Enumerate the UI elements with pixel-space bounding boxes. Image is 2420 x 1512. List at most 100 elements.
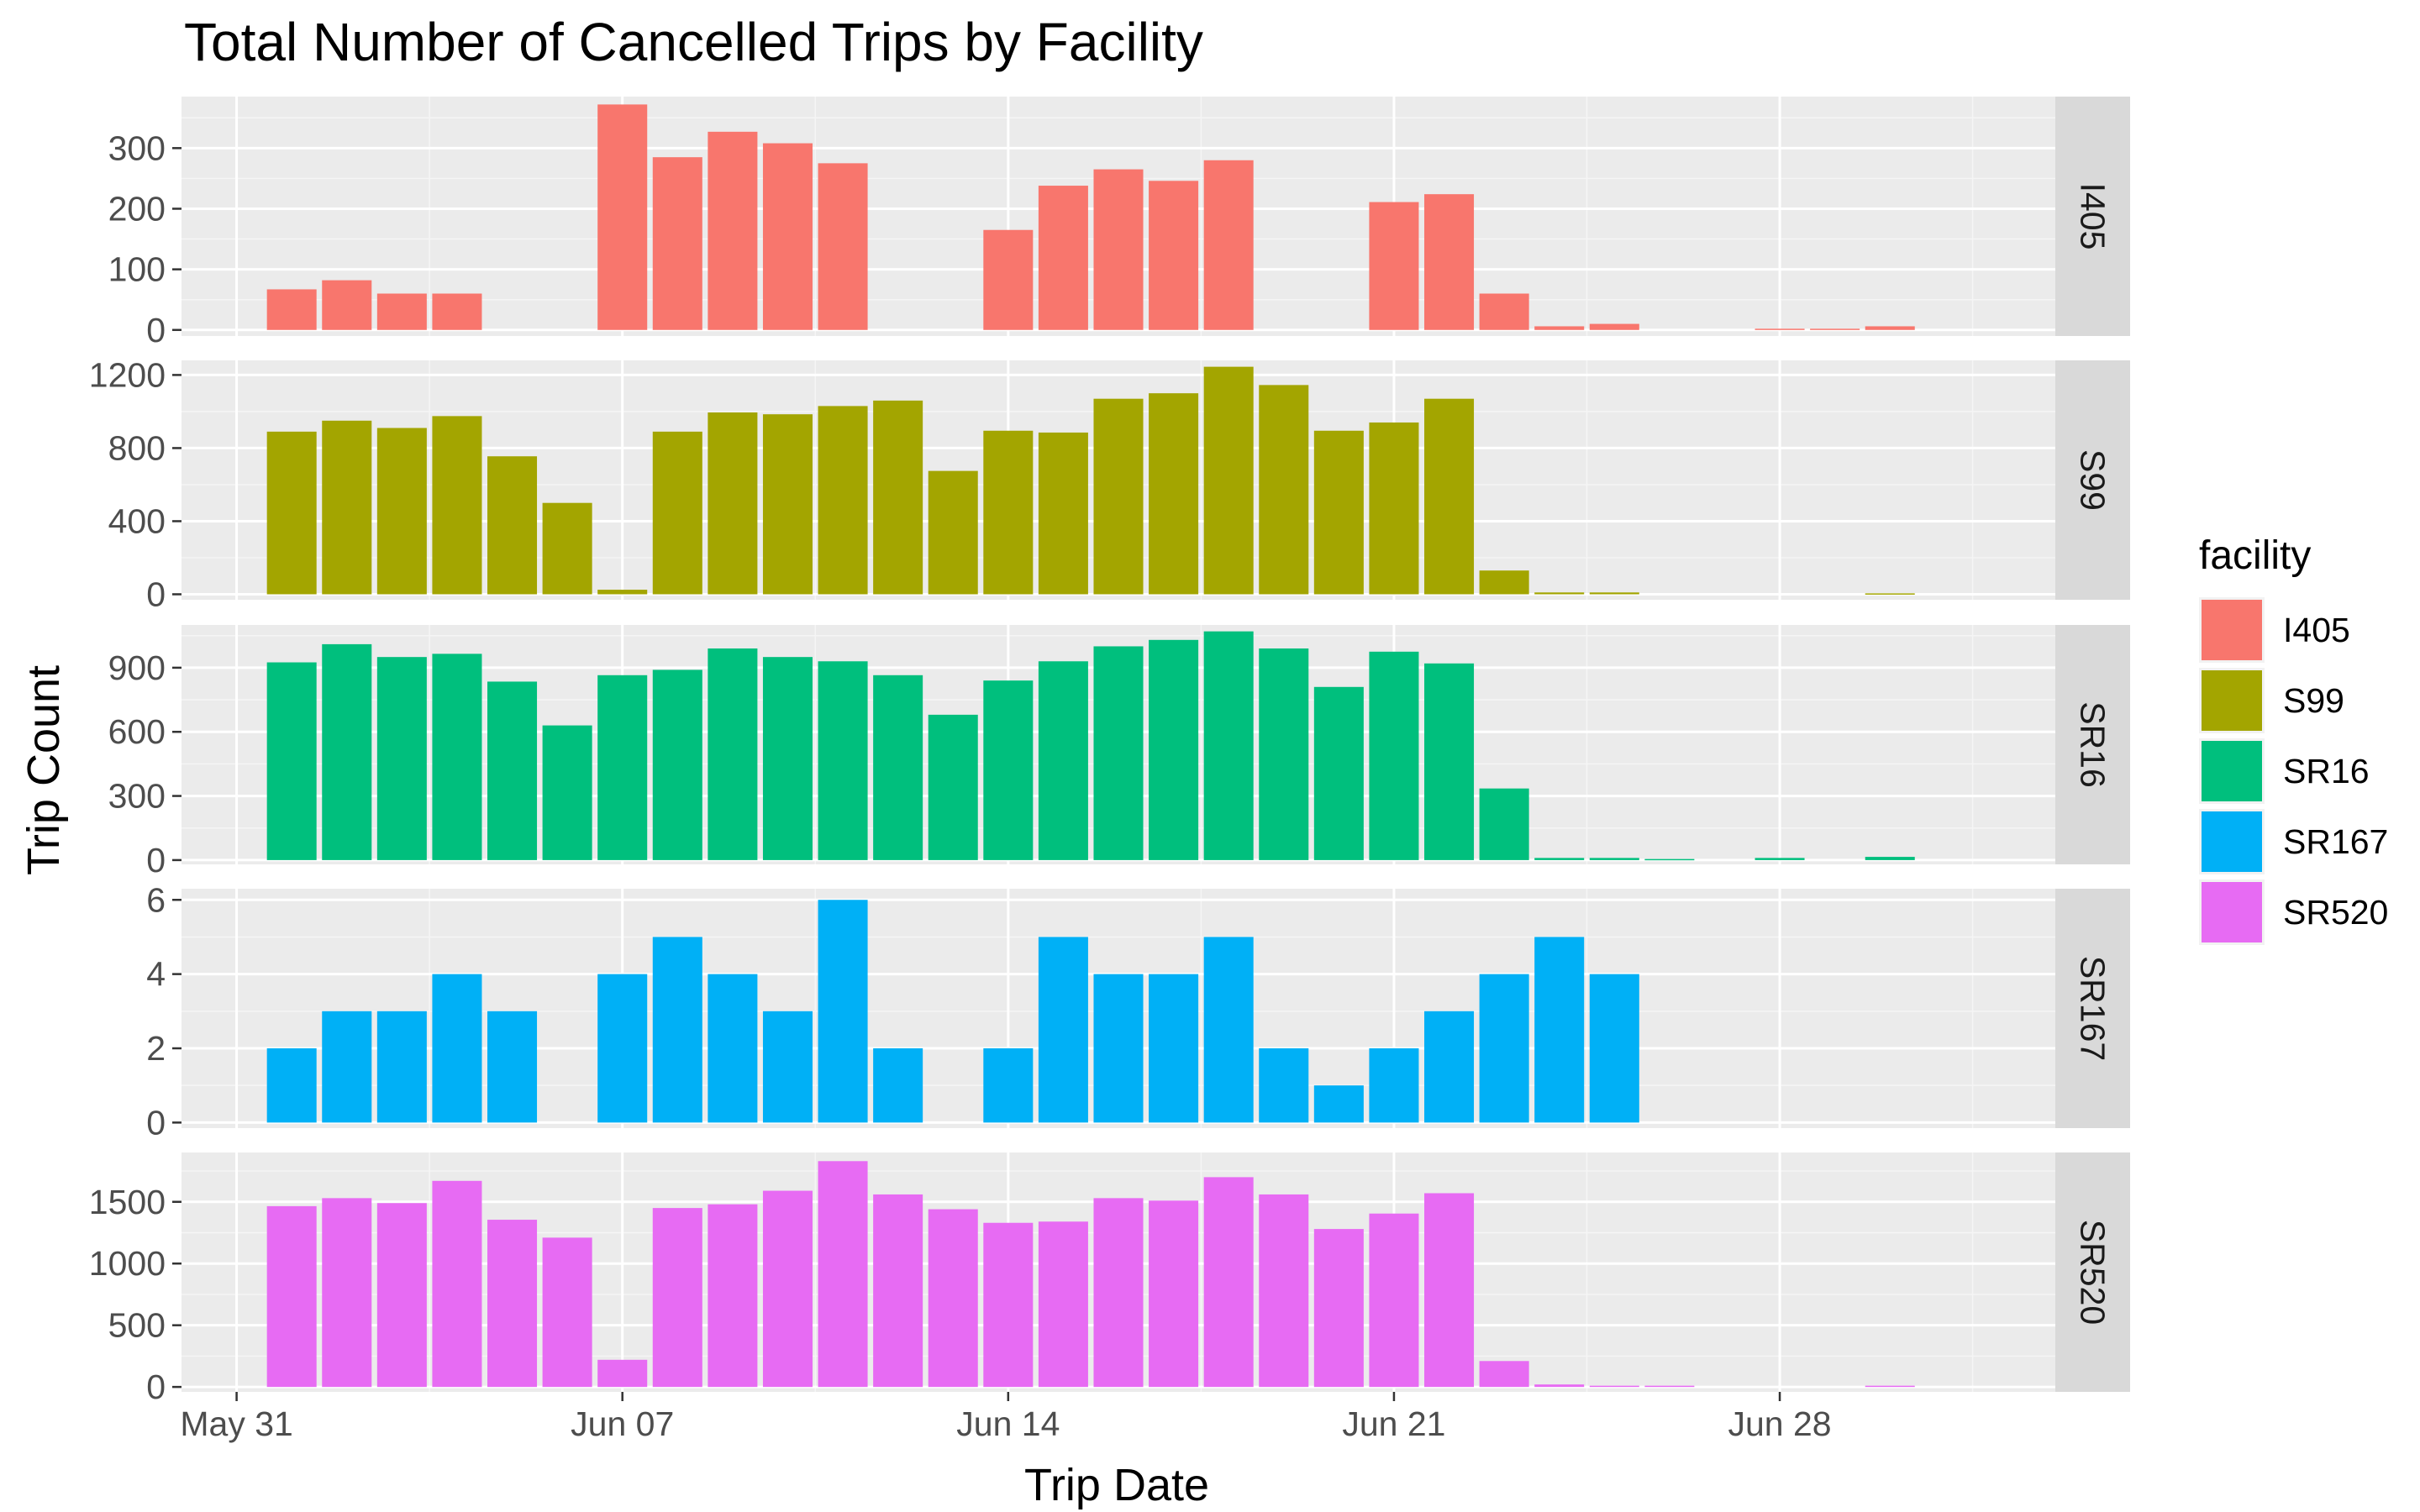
bar-s99: 2020-06-17: 1100 [1149, 393, 1199, 595]
bar-s99: 2020-06-20: 895 [1313, 430, 1364, 595]
y-tick-label: 1500 [89, 1183, 166, 1221]
x-tick-label: May 31 [180, 1404, 292, 1443]
x-axis: May 31 Jun 07 Jun 14 Jun 21 Jun 28 [180, 1392, 1832, 1443]
bar-sr167: 2020-06-08: 5 [652, 937, 702, 1123]
bar-sr167: 2020-06-07: 4 [597, 974, 648, 1123]
bar-sr16: 2020-06-30: 15 [1865, 857, 1915, 860]
bar-sr16: 2020-06-15: 930 [1038, 661, 1088, 860]
legend-title: facility [2199, 533, 2311, 578]
bar-s99: 2020-06-21: 940 [1369, 422, 1419, 595]
bar-s99: 2020-06-06: 500 [542, 502, 592, 595]
legend-item-sr16: SR16 [2199, 738, 2370, 804]
bar-sr520: 2020-06-24: 20 [1534, 1384, 1585, 1388]
y-tick-label: 0 [146, 1368, 166, 1406]
bar-sr16: 2020-06-16: 1000 [1093, 646, 1144, 860]
bar-i405: 2020-06-17: 246 [1149, 181, 1199, 330]
bar-s99: 2020-06-30: 5 [1865, 593, 1915, 595]
bar-sr16: 2020-06-24: 10 [1534, 858, 1585, 860]
facet-strip [2055, 889, 2130, 1128]
bar-sr16: 2020-06-07: 865 [597, 675, 648, 860]
bar-sr167: 2020-06-01: 2 [266, 1048, 317, 1123]
bar-sr167: 2020-06-24: 5 [1534, 937, 1585, 1123]
bar-s99: 2020-06-03: 910 [376, 428, 427, 595]
facet-panel-sr167: 0 2 4 6 2020-06-01: 22020-06-02: 32020-06-03… [146, 880, 2130, 1142]
bar-sr16: 2020-06-23: 335 [1479, 788, 1529, 860]
bar-i405: 2020-06-11: 275 [818, 163, 868, 330]
bar-sr16: 2020-06-20: 810 [1313, 686, 1364, 860]
bar-s99: 2020-06-07: 25 [597, 590, 648, 595]
facet-strip-label: I405 [2074, 183, 2112, 250]
facet-panel-sr16: 0 300 600 900 2020-06-01: 9252020-06-02: 101… [108, 625, 2130, 879]
bar-sr520: 2020-06-02: 1530 [322, 1198, 372, 1388]
bar-i405: 2020-06-25: 10 [1589, 323, 1639, 330]
bar-sr520: 2020-06-05: 1355 [487, 1220, 538, 1388]
bar-i405: 2020-06-23: 60 [1479, 293, 1529, 330]
bar-i405: 2020-06-18: 280 [1203, 160, 1254, 330]
bar-i405: 2020-06-04: 60 [432, 293, 482, 330]
bar-i405: 2020-06-21: 211 [1369, 202, 1419, 330]
y-tick-label: 600 [108, 712, 166, 751]
bar-sr167: 2020-06-02: 3 [322, 1011, 372, 1123]
bar-i405: 2020-06-28: 2 [1754, 328, 1805, 330]
bar-sr167: 2020-06-21: 2 [1369, 1048, 1419, 1123]
y-tick-label: 0 [146, 311, 166, 349]
bar-sr167: 2020-06-17: 4 [1149, 974, 1199, 1123]
bar-sr520: 2020-06-15: 1340 [1038, 1221, 1088, 1388]
bar-s99: 2020-06-14: 895 [983, 430, 1034, 595]
bar-sr16: 2020-06-01: 925 [266, 662, 317, 860]
bar-i405: 2020-06-08: 285 [652, 157, 702, 330]
bar-sr520: 2020-06-23: 210 [1479, 1361, 1529, 1388]
facet-strip [2055, 625, 2130, 864]
bar-sr16: 2020-06-08: 890 [652, 669, 702, 860]
bar-sr16: 2020-06-25: 10 [1589, 858, 1639, 860]
y-tick-label: 100 [108, 250, 166, 289]
y-tick-label: 4 [146, 955, 166, 994]
bar-sr16: 2020-06-06: 630 [542, 725, 592, 860]
bar-s99: 2020-06-12: 1060 [873, 400, 923, 595]
legend-label: SR167 [2283, 822, 2388, 861]
legend-swatch [2202, 882, 2262, 942]
bar-sr520: 2020-06-14: 1330 [983, 1222, 1034, 1388]
legend-swatch [2202, 811, 2262, 872]
bar-s99: 2020-06-15: 885 [1038, 432, 1088, 595]
bar-sr167: 2020-06-16: 4 [1093, 974, 1144, 1123]
bar-sr167: 2020-06-18: 5 [1203, 937, 1254, 1123]
bar-s99: 2020-06-08: 890 [652, 431, 702, 595]
y-tick-label: 900 [108, 648, 166, 687]
legend-item-sr167: SR167 [2199, 809, 2388, 874]
bar-sr520: 2020-06-03: 1490 [376, 1203, 427, 1388]
bar-sr16: 2020-06-28: 10 [1754, 858, 1805, 860]
y-tick-label: 300 [108, 129, 166, 167]
bar-sr167: 2020-06-10: 3 [762, 1011, 813, 1123]
bar-sr520: 2020-06-16: 1530 [1093, 1198, 1144, 1388]
bar-sr520: 2020-06-25: 10 [1589, 1385, 1639, 1388]
y-tick-label: 0 [146, 1103, 166, 1142]
x-tick-label: Jun 14 [956, 1404, 1060, 1443]
bar-s99: 2020-06-02: 950 [322, 420, 372, 595]
facet-strip-label: SR16 [2074, 701, 2112, 788]
bar-sr520: 2020-06-11: 1830 [818, 1161, 868, 1388]
bar-i405: 2020-06-24: 6 [1534, 326, 1585, 330]
bar-s99: 2020-06-24: 10 [1534, 592, 1585, 595]
bar-sr167: 2020-06-04: 4 [432, 974, 482, 1123]
bar-sr16: 2020-06-04: 965 [432, 654, 482, 860]
bar-sr16: 2020-06-13: 680 [928, 714, 978, 860]
legend-item-s99: S99 [2199, 668, 2344, 733]
bar-i405: 2020-06-09: 327 [708, 131, 758, 330]
bar-sr520: 2020-06-22: 1570 [1424, 1193, 1475, 1388]
x-axis-title: Trip Date [1024, 1460, 1209, 1510]
legend-label: SR520 [2283, 893, 2388, 932]
legend-swatch [2202, 670, 2262, 731]
y-tick-label: 200 [108, 189, 166, 228]
bar-sr16: 2020-06-03: 950 [376, 657, 427, 860]
y-tick-label: 300 [108, 777, 166, 816]
bar-i405: 2020-06-29: 2 [1810, 328, 1860, 330]
bar-sr167: 2020-06-09: 4 [708, 974, 758, 1123]
bar-sr16: 2020-06-05: 835 [487, 681, 538, 860]
bar-i405: 2020-06-01: 67 [266, 289, 317, 330]
facet-strip-label: S99 [2074, 449, 2112, 511]
chart-title: Total Number of Cancelled Trips by Facil… [184, 12, 1203, 72]
bar-s99: 2020-06-23: 130 [1479, 570, 1529, 595]
facet-strip [2055, 360, 2130, 600]
bar-sr167: 2020-06-22: 3 [1424, 1011, 1475, 1123]
